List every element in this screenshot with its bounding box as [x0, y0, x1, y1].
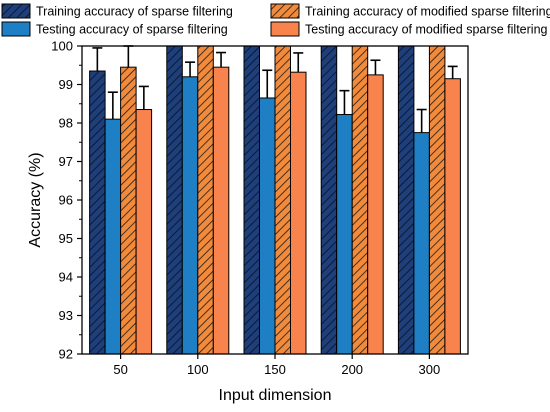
bar-series-1-300: [397, 45, 415, 355]
legend-label-series-3: Training accuracy of modified sparse fil…: [305, 5, 550, 19]
bar-series-2-150: [259, 97, 276, 355]
x-axis-title: Input dimension: [219, 387, 332, 404]
bar-series-2-100: [181, 76, 199, 355]
bar-series-4-300: [444, 78, 461, 355]
y-tick-label: 97: [59, 154, 73, 169]
legend-swatch-series-1: [1, 3, 31, 19]
bar-series-2-50: [104, 118, 122, 355]
bar-series-1-100: [166, 45, 183, 355]
x-tick-label: 200: [341, 362, 363, 377]
legend-label-series-2: Testing accuracy of sparse filtering: [36, 23, 228, 37]
y-axis-title: Accuracy (%): [27, 152, 44, 247]
bar-series-4-200: [367, 74, 384, 355]
x-axis: 50 100 150 200 300: [113, 354, 440, 377]
legend-swatch-series-3: [270, 3, 300, 19]
y-tick-label: 94: [59, 270, 73, 285]
legend-swatch-series-2: [1, 21, 31, 37]
y-tick-label: 99: [59, 77, 73, 92]
y-tick-label: 100: [51, 39, 73, 54]
x-tick-label: 300: [419, 362, 441, 377]
y-tick-label: 92: [59, 347, 73, 362]
bar-series-3-100: [197, 45, 214, 355]
bars-layer: [89, 45, 461, 355]
bar-series-3-50: [120, 66, 137, 355]
y-tick-label: 93: [59, 308, 73, 323]
bar-series-4-100: [212, 66, 230, 355]
legend: Training accuracy of sparse filtering Tes…: [1, 3, 550, 37]
y-axis: 92 93 94 95 96 97 98 99 100: [51, 39, 82, 362]
y-tick-label: 95: [59, 231, 73, 246]
y-tick-label: 98: [59, 116, 73, 131]
bar-series-2-200: [336, 114, 353, 355]
legend-swatch-series-4: [270, 21, 300, 37]
bar-series-3-300: [428, 45, 446, 355]
bar-series-2-300: [413, 132, 430, 355]
y-tick-label: 96: [59, 193, 73, 208]
bar-series-1-50: [89, 70, 106, 355]
x-tick-label: 100: [187, 362, 209, 377]
bar-series-1-200: [320, 45, 338, 355]
bar-series-4-50: [135, 109, 153, 355]
bar-series-1-150: [243, 45, 260, 355]
legend-label-series-4: Testing accuracy of modified sparse filt…: [305, 23, 548, 37]
bar-series-3-150: [274, 45, 291, 355]
x-tick-label: 150: [264, 362, 286, 377]
bar-series-3-200: [351, 45, 369, 355]
legend-label-series-1: Training accuracy of sparse filtering: [36, 5, 233, 19]
x-tick-label: 50: [113, 362, 127, 377]
bar-series-4-150: [290, 71, 307, 355]
